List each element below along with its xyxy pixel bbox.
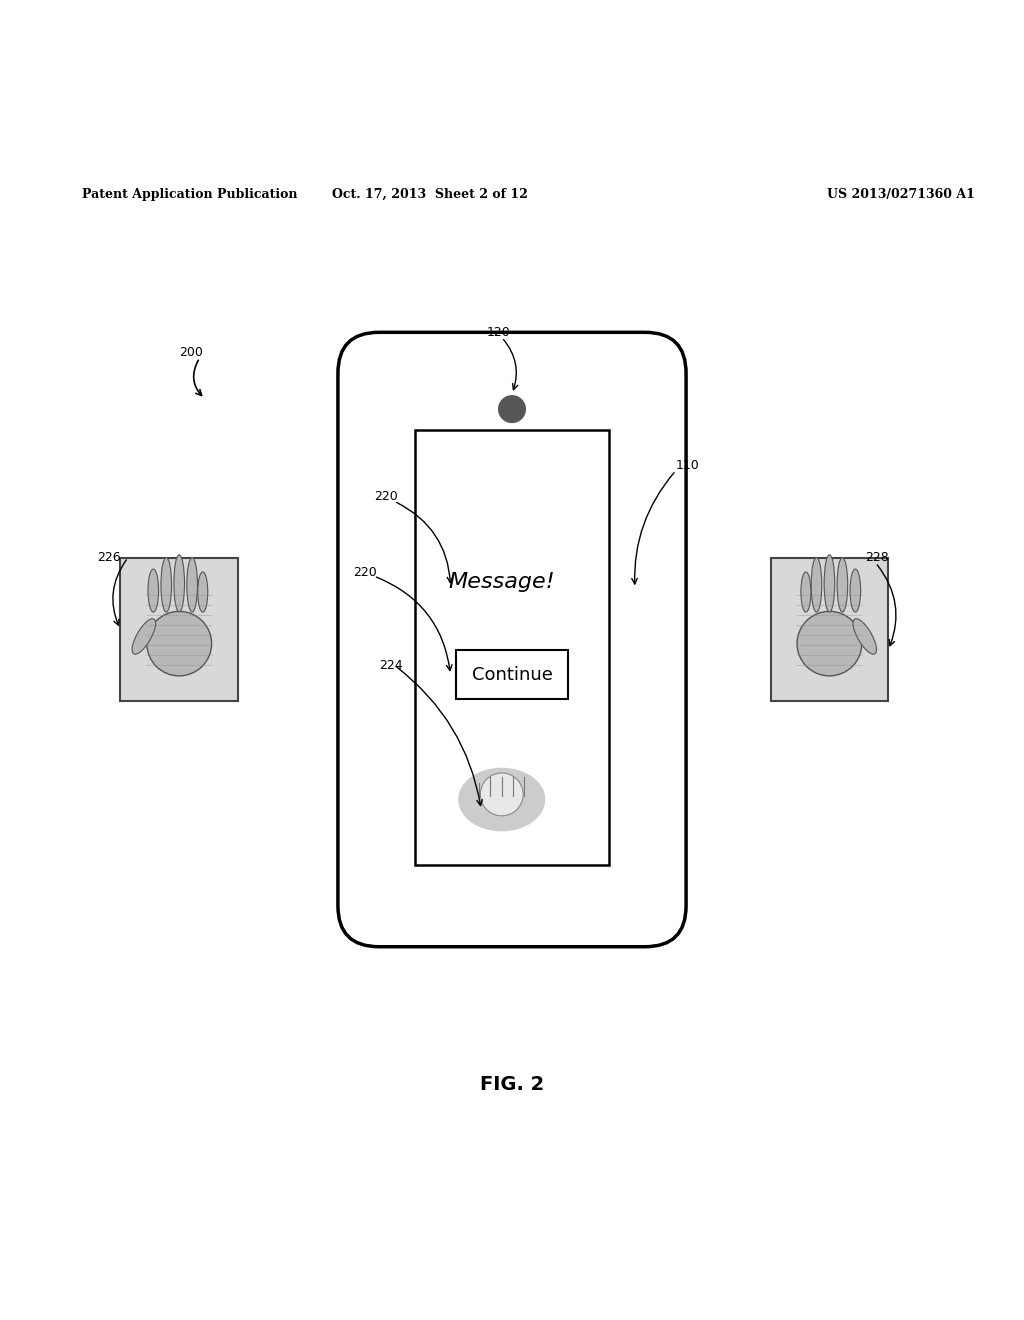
- Text: 228: 228: [865, 552, 889, 564]
- Text: 220: 220: [353, 566, 377, 579]
- Text: 200: 200: [179, 346, 203, 359]
- Circle shape: [480, 774, 523, 816]
- Ellipse shape: [174, 554, 184, 612]
- Text: Message!: Message!: [449, 572, 555, 591]
- Text: Continue: Continue: [472, 665, 552, 684]
- Ellipse shape: [186, 557, 198, 612]
- Ellipse shape: [132, 619, 156, 655]
- Bar: [121, 557, 238, 701]
- Text: 120: 120: [486, 326, 510, 339]
- Text: 220: 220: [374, 490, 397, 503]
- Ellipse shape: [801, 572, 811, 612]
- FancyBboxPatch shape: [338, 333, 686, 946]
- Ellipse shape: [837, 557, 848, 612]
- Ellipse shape: [811, 557, 822, 612]
- Text: FIG. 2: FIG. 2: [480, 1076, 544, 1094]
- Text: Patent Application Publication: Patent Application Publication: [82, 187, 297, 201]
- Text: US 2013/0271360 A1: US 2013/0271360 A1: [827, 187, 975, 201]
- Circle shape: [499, 396, 525, 422]
- Text: Oct. 17, 2013  Sheet 2 of 12: Oct. 17, 2013 Sheet 2 of 12: [332, 187, 528, 201]
- Bar: [771, 557, 889, 701]
- Text: 226: 226: [97, 552, 121, 564]
- Ellipse shape: [161, 557, 172, 612]
- Ellipse shape: [824, 554, 835, 612]
- Ellipse shape: [459, 768, 545, 830]
- Bar: [415, 429, 609, 865]
- Ellipse shape: [797, 611, 862, 676]
- Ellipse shape: [146, 611, 212, 676]
- Text: 224: 224: [379, 659, 402, 672]
- Ellipse shape: [198, 572, 208, 612]
- Ellipse shape: [850, 569, 860, 612]
- Ellipse shape: [148, 569, 159, 612]
- Ellipse shape: [853, 619, 877, 655]
- Bar: [456, 651, 568, 700]
- Text: 110: 110: [676, 459, 699, 473]
